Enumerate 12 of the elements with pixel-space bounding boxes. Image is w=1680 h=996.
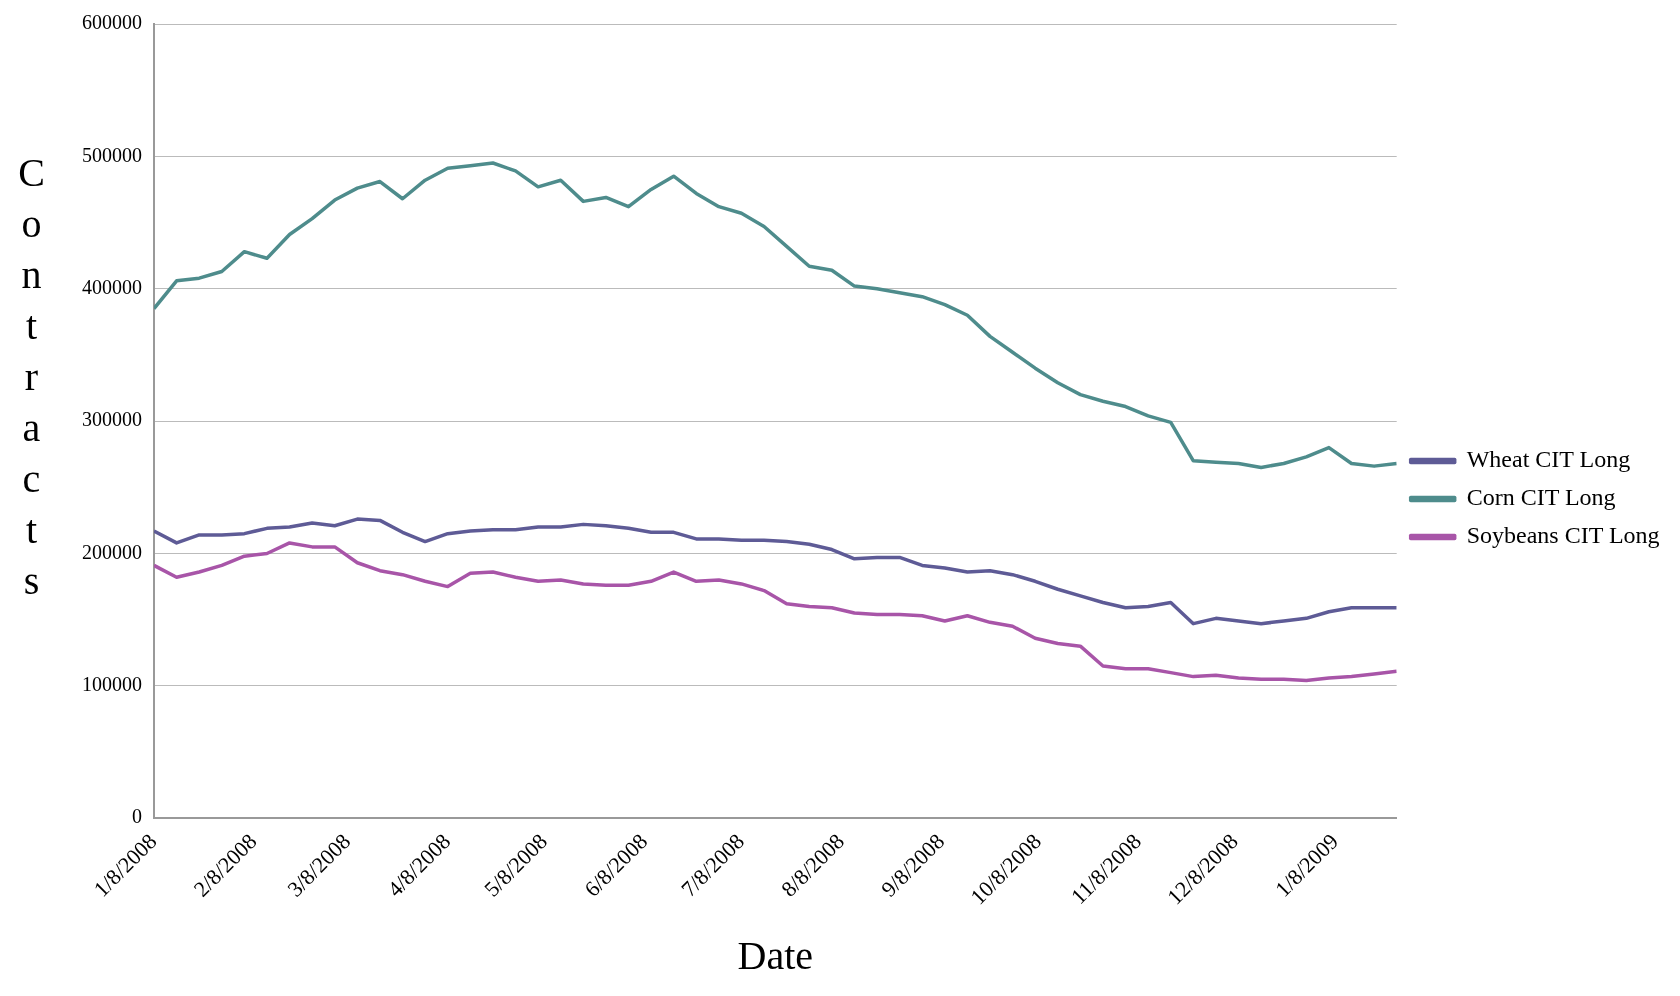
x-axis-title: Date	[737, 932, 814, 978]
y-tick-label: 100000	[82, 673, 142, 696]
y-tick-label: 0	[132, 805, 142, 828]
legend-label: Corn CIT Long	[1466, 484, 1616, 511]
y-tick-label: 400000	[82, 276, 142, 298]
legend-label: Soybeans CIT Long	[1466, 522, 1660, 549]
y-tick-label: 200000	[82, 540, 142, 563]
legend-label: Wheat CIT Long	[1466, 446, 1631, 473]
y-tick-label: 500000	[82, 143, 142, 166]
y-tick-label: 300000	[82, 408, 142, 431]
y-axis-title: Contracts	[8, 150, 55, 609]
y-tick-label: 600000	[82, 11, 142, 34]
